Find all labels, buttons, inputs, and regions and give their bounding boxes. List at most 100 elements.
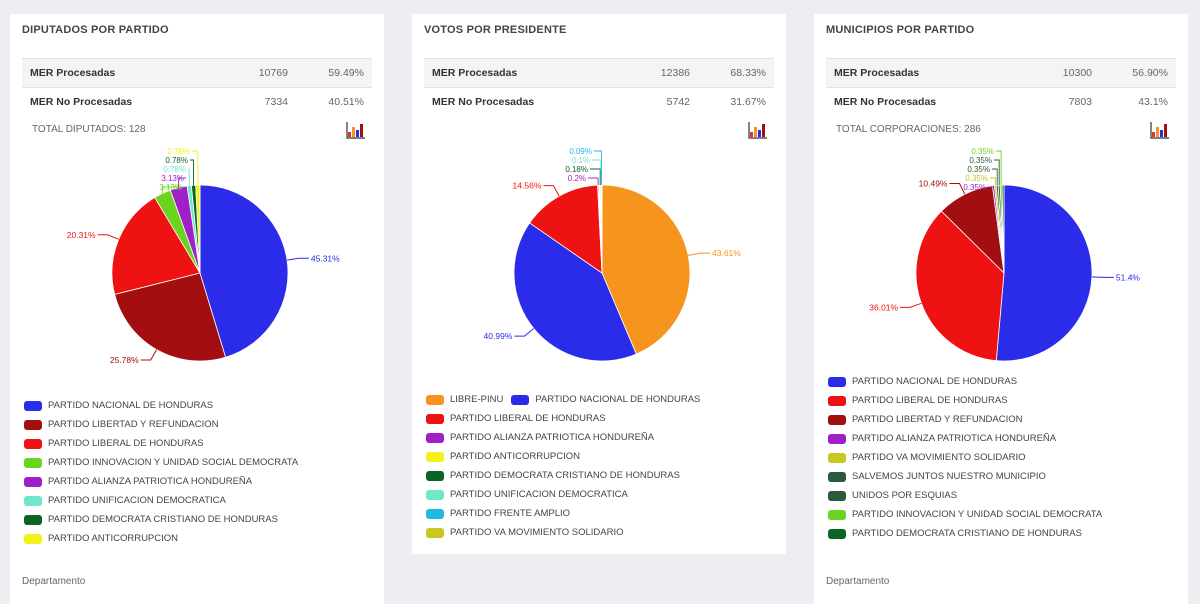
legend-swatch — [24, 420, 42, 430]
legend-item[interactable]: LIBRE-PINU — [426, 390, 503, 409]
label-leader-line — [141, 349, 157, 359]
mer-label: MER No Procesadas — [22, 88, 210, 117]
legend-item[interactable]: PARTIDO DEMOCRATA CRISTIANO DE HONDURAS — [426, 466, 680, 485]
legend-swatch — [828, 377, 846, 387]
legend-item[interactable]: UNIDOS POR ESQUIAS — [828, 486, 957, 505]
legend-item[interactable]: PARTIDO ANTICORRUPCION — [426, 447, 580, 466]
slice-label: 0.35% — [965, 174, 988, 183]
legend-item[interactable]: PARTIDO NACIONAL DE HONDURAS — [511, 390, 700, 409]
mer-label: MER No Procesadas — [826, 88, 1014, 117]
mer-count: 7334 — [210, 88, 296, 117]
label-leader-line — [287, 258, 309, 260]
table-row: MER No Procesadas 5742 31.67% — [424, 88, 774, 117]
legend-row: PARTIDO FRENTE AMPLIO — [426, 504, 708, 523]
legend-item[interactable]: PARTIDO INNOVACION Y UNIDAD SOCIAL DEMOC… — [24, 453, 298, 472]
total-row: TOTAL CORPORACIONES: 286 — [826, 121, 1176, 141]
legend-row: PARTIDO VA MOVIMIENTO SOLIDARIO — [426, 523, 708, 542]
legend-label: PARTIDO LIBERAL DE HONDURAS — [450, 413, 606, 424]
legend-row: PARTIDO LIBERAL DE HONDURAS — [426, 409, 708, 428]
mer-count: 12386 — [612, 59, 698, 88]
legend-swatch — [24, 458, 42, 468]
legend-label: PARTIDO ANTICORRUPCION — [48, 533, 178, 544]
legend-item[interactable]: PARTIDO VA MOVIMIENTO SOLIDARIO — [828, 448, 1026, 467]
legend-item[interactable]: PARTIDO ALIANZA PATRIOTICA HONDUREÑA — [426, 428, 654, 447]
legend-row: PARTIDO LIBERTAD Y REFUNDACION — [24, 415, 298, 434]
label-leader-line — [592, 160, 601, 185]
legend-row: PARTIDO DEMOCRATA CRISTIANO DE HONDURAS — [828, 524, 1102, 543]
legend-label: PARTIDO DEMOCRATA CRISTIANO DE HONDURAS — [852, 528, 1082, 539]
slice-label: 0.18% — [565, 165, 588, 174]
bar-chart-icon[interactable] — [1150, 121, 1170, 139]
legend-item[interactable]: PARTIDO UNIFICACION DEMOCRATICA — [24, 491, 226, 510]
legend-item[interactable]: SALVEMOS JUNTOS NUESTRO MUNICIPIO — [828, 467, 1046, 486]
legend-row: PARTIDO LIBERAL DE HONDURAS — [24, 434, 298, 453]
legend-item[interactable]: PARTIDO ANTICORRUPCION — [24, 529, 178, 548]
legend-label: PARTIDO DEMOCRATA CRISTIANO DE HONDURAS — [48, 514, 278, 525]
legend-item[interactable]: PARTIDO NACIONAL DE HONDURAS — [828, 372, 1017, 391]
legend-item[interactable]: PARTIDO LIBERAL DE HONDURAS — [24, 434, 204, 453]
legend-item[interactable]: PARTIDO ALIANZA PATRIOTICA HONDUREÑA — [828, 429, 1056, 448]
legend-item[interactable]: PARTIDO VA MOVIMIENTO SOLIDARIO — [426, 523, 624, 542]
legend-item[interactable]: PARTIDO LIBERTAD Y REFUNDACION — [828, 410, 1023, 429]
mer-count: 10769 — [210, 59, 296, 88]
legend-swatch — [828, 434, 846, 444]
label-leader-line — [514, 328, 533, 336]
bar-chart-icon[interactable] — [346, 121, 366, 139]
slice-label: 51.4% — [1116, 272, 1141, 282]
label-leader-line — [990, 178, 995, 185]
legend-label: SALVEMOS JUNTOS NUESTRO MUNICIPIO — [852, 471, 1046, 482]
legend-swatch — [828, 529, 846, 539]
pie-slice[interactable] — [996, 185, 1092, 361]
legend-row: PARTIDO INNOVACION Y UNIDAD SOCIAL DEMOC… — [828, 505, 1102, 524]
slice-label: 0.2% — [568, 174, 586, 183]
slice-label: 0.78% — [165, 156, 188, 165]
legend-swatch — [426, 528, 444, 538]
legend-item[interactable]: PARTIDO INNOVACION Y UNIDAD SOCIAL DEMOC… — [828, 505, 1102, 524]
legend-item[interactable]: PARTIDO ALIANZA PATRIOTICA HONDUREÑA — [24, 472, 252, 491]
legend-row: UNIDOS POR ESQUIAS — [828, 486, 1102, 505]
label-leader-line — [688, 253, 710, 255]
mer-table: MER Procesadas 10300 56.90% MER No Proce… — [826, 58, 1176, 117]
slice-label: 0.78% — [163, 165, 186, 174]
card-title: VOTOS POR PRESIDENTE — [424, 24, 774, 38]
department-label: Departamento — [826, 576, 889, 587]
legend-item[interactable]: PARTIDO DEMOCRATA CRISTIANO DE HONDURAS — [24, 510, 278, 529]
legend-swatch — [426, 471, 444, 481]
pie-chart: 43.61%40.99%14.56%0.2%0.18%0.1%0.09% — [412, 141, 792, 379]
mer-count: 7803 — [1014, 88, 1100, 117]
label-leader-line — [543, 185, 559, 196]
legend-item[interactable]: PARTIDO LIBERAL DE HONDURAS — [426, 409, 606, 428]
label-leader-line — [590, 169, 600, 185]
legend-item[interactable]: PARTIDO LIBERTAD Y REFUNDACION — [24, 415, 219, 434]
legend-row: PARTIDO UNIFICACION DEMOCRATICA — [426, 485, 708, 504]
table-row: MER No Procesadas 7803 43.1% — [826, 88, 1176, 117]
total-label: TOTAL DIPUTADOS: 128 — [32, 124, 146, 135]
mer-percent: 56.90% — [1100, 59, 1176, 88]
legend-row: PARTIDO ALIANZA PATRIOTICA HONDUREÑA — [426, 428, 708, 447]
label-leader-line — [98, 234, 119, 239]
legend-item[interactable]: PARTIDO NACIONAL DE HONDURAS — [24, 396, 213, 415]
legend-swatch — [24, 496, 42, 506]
mer-table: MER Procesadas 12386 68.33% MER No Proce… — [424, 58, 774, 117]
legend-row: PARTIDO ANTICORRUPCION — [24, 529, 298, 548]
legend-row: PARTIDO ALIANZA PATRIOTICA HONDUREÑA — [24, 472, 298, 491]
label-leader-line — [1092, 276, 1114, 277]
legend-row: PARTIDO DEMOCRATA CRISTIANO DE HONDURAS — [24, 510, 298, 529]
legend-row: PARTIDO LIBERAL DE HONDURAS — [828, 391, 1102, 410]
legend-item[interactable]: PARTIDO UNIFICACION DEMOCRATICA — [426, 485, 628, 504]
legend-row: PARTIDO NACIONAL DE HONDURAS — [828, 372, 1102, 391]
slice-label: 10.49% — [919, 178, 948, 188]
slice-label: 0.35% — [971, 147, 994, 156]
legend-label: PARTIDO UNIFICACION DEMOCRATICA — [450, 489, 628, 500]
total-row: TOTAL DIPUTADOS: 128 — [22, 121, 372, 141]
legend-item[interactable]: PARTIDO LIBERAL DE HONDURAS — [828, 391, 1008, 410]
legend-label: PARTIDO LIBERTAD Y REFUNDACION — [48, 419, 219, 430]
legend-item[interactable]: PARTIDO DEMOCRATA CRISTIANO DE HONDURAS — [828, 524, 1082, 543]
bar-chart-icon[interactable] — [748, 121, 768, 139]
legend-label: PARTIDO NACIONAL DE HONDURAS — [48, 400, 213, 411]
legend-item[interactable]: PARTIDO FRENTE AMPLIO — [426, 504, 570, 523]
slice-label: 36.01% — [869, 302, 898, 312]
slice-label: 0.09% — [569, 147, 592, 156]
legend-swatch — [828, 453, 846, 463]
slice-label: 43.61% — [712, 248, 741, 258]
